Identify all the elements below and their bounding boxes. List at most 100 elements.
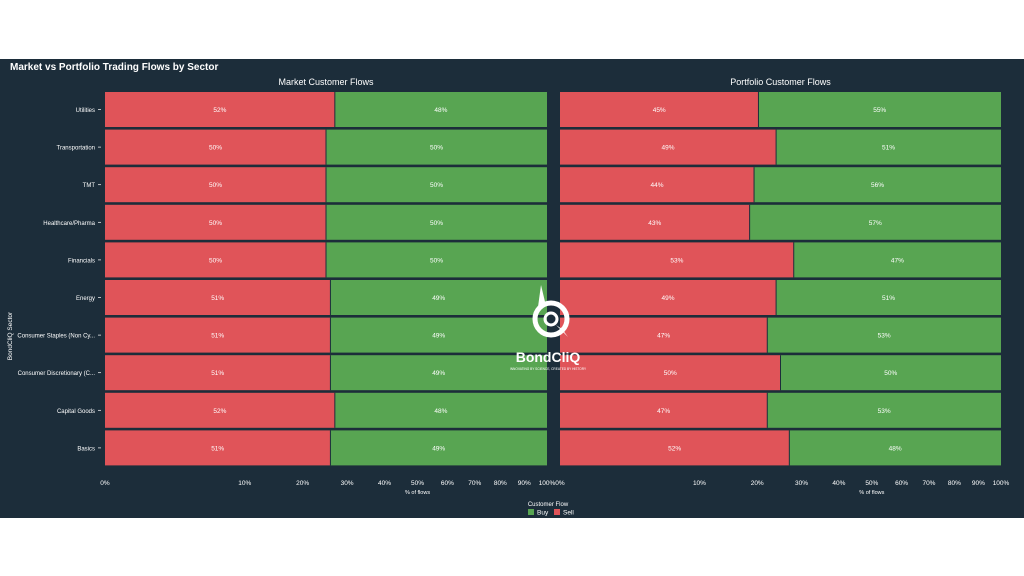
- market-flows-chart: Market Customer Flows 52% 48% Utilities 50% 5…: [17, 77, 555, 496]
- portfolio-bar-sell: [560, 129, 777, 165]
- market-bar-buy: [330, 430, 547, 466]
- market-bar-buy: [326, 129, 547, 165]
- market-bar-buy: [334, 392, 547, 428]
- portfolio-x-tick-label: 0%: [555, 480, 565, 487]
- y-tick-label: TMT: [83, 183, 96, 189]
- portfolio-data-label-buy: 48%: [889, 445, 902, 452]
- portfolio-data-label-sell: 52%: [668, 445, 681, 452]
- market-x-tick-label: 20%: [296, 480, 309, 487]
- portfolio-data-label-sell: 50%: [664, 370, 677, 377]
- portfolio-bar-sell: [560, 92, 759, 127]
- market-x-tick-label: 80%: [494, 480, 507, 487]
- bondcliq-logo-watermark: BondCliQ INNOVATING BY SCIENCE, CREATED …: [510, 285, 587, 371]
- portfolio-bar-sell: [560, 242, 794, 278]
- market-x-tick-label: 100%: [539, 480, 556, 487]
- portfolio-x-tick-label: 30%: [795, 480, 808, 487]
- portfolio-bar-sell: [560, 392, 768, 428]
- market-data-label-buy: 49%: [432, 295, 445, 302]
- portfolio-data-label-buy: 50%: [884, 370, 897, 377]
- market-data-label-sell: 52%: [213, 408, 226, 415]
- market-data-label-buy: 50%: [430, 145, 443, 152]
- legend-label-buy: Buy: [537, 510, 549, 517]
- market-bar-sell: [105, 355, 331, 391]
- portfolio-bar-sell: [560, 280, 777, 315]
- portfolio-data-label-buy: 57%: [869, 220, 882, 227]
- market-x-axis-title: % of flows: [405, 490, 430, 496]
- market-bar-buy: [330, 317, 547, 353]
- market-data-label-buy: 49%: [432, 370, 445, 377]
- portfolio-bar-sell: [560, 204, 750, 240]
- market-data-label-sell: 51%: [211, 333, 224, 340]
- portfolio-data-label-sell: 49%: [662, 295, 675, 302]
- portfolio-x-tick-label: 10%: [693, 480, 706, 487]
- market-bar-buy: [334, 92, 547, 127]
- y-tick-label: Financials: [68, 258, 95, 264]
- market-bar-sell: [105, 242, 326, 278]
- legend-swatch-buy: [528, 509, 534, 515]
- portfolio-data-label-sell: 44%: [651, 182, 664, 189]
- legend-label-sell: Sell: [563, 510, 574, 517]
- market-bar-sell: [105, 167, 326, 203]
- market-bar-sell: [105, 129, 326, 165]
- market-data-label-buy: 48%: [434, 408, 447, 415]
- portfolio-data-label-buy: 51%: [882, 145, 895, 152]
- market-data-label-sell: 50%: [209, 220, 222, 227]
- portfolio-bar-sell: [560, 317, 768, 353]
- market-data-label-buy: 49%: [432, 445, 445, 452]
- portfolio-data-label-sell: 43%: [648, 220, 661, 227]
- portfolio-data-label-sell: 47%: [657, 333, 670, 340]
- portfolio-x-tick-label: 40%: [832, 480, 845, 487]
- market-x-tick-label: 40%: [378, 480, 391, 487]
- market-x-tick-label: 0%: [100, 480, 110, 487]
- market-bar-buy: [330, 355, 547, 391]
- portfolio-x-tick-label: 60%: [895, 480, 908, 487]
- market-data-label-buy: 50%: [430, 257, 443, 264]
- portfolio-bar-buy: [758, 92, 1001, 127]
- portfolio-data-label-buy: 47%: [891, 257, 904, 264]
- portfolio-data-label-buy: 53%: [878, 408, 891, 415]
- portfolio-bar-buy: [754, 167, 1001, 203]
- market-data-label-buy: 49%: [432, 333, 445, 340]
- legend-title: Customer Flow: [528, 502, 569, 508]
- portfolio-flows-chart: Portfolio Customer Flows 45% 55% 49% 51% 44% 5…: [555, 77, 1009, 496]
- market-x-tick-label: 90%: [518, 480, 531, 487]
- y-tick-label: Basics: [77, 446, 95, 452]
- portfolio-chart-title: Portfolio Customer Flows: [730, 77, 831, 87]
- portfolio-bar-buy: [793, 242, 1001, 278]
- y-tick-label: Consumer Discretionary (C...: [18, 371, 96, 377]
- market-bar-sell: [105, 392, 335, 428]
- market-x-tick-label: 10%: [238, 480, 251, 487]
- y-tick-label: Utilities: [76, 108, 95, 114]
- portfolio-x-tick-label: 100%: [993, 480, 1010, 487]
- chart-title: Market vs Portfolio Trading Flows by Sec…: [10, 62, 218, 73]
- portfolio-bar-buy: [776, 129, 1001, 165]
- portfolio-x-tick-label: 80%: [948, 480, 961, 487]
- portfolio-data-label-sell: 45%: [653, 107, 666, 114]
- portfolio-bar-sell: [560, 167, 755, 203]
- portfolio-data-label-buy: 53%: [878, 333, 891, 340]
- portfolio-data-label-buy: 55%: [873, 107, 886, 114]
- market-bar-sell: [105, 92, 335, 127]
- y-tick-label: Transportation: [57, 146, 95, 152]
- market-bar-buy: [326, 242, 547, 278]
- portfolio-data-label-sell: 53%: [670, 257, 683, 264]
- legend-swatch-sell: [554, 509, 560, 515]
- portfolio-bar-sell: [560, 430, 790, 466]
- portfolio-x-tick-label: 20%: [751, 480, 764, 487]
- market-data-label-sell: 50%: [209, 182, 222, 189]
- portfolio-bar-buy: [789, 430, 1001, 466]
- y-tick-label: Capital Goods: [57, 409, 95, 415]
- market-data-label-sell: 52%: [213, 107, 226, 114]
- portfolio-data-label-sell: 49%: [662, 145, 675, 152]
- bondcliq-logo-tagline: INNOVATING BY SCIENCE, CREATED BY HISTOR…: [510, 367, 587, 371]
- portfolio-bar-buy: [749, 204, 1001, 240]
- market-x-tick-label: 30%: [341, 480, 354, 487]
- market-data-label-sell: 51%: [211, 370, 224, 377]
- bondcliq-logo-icon: [532, 285, 570, 338]
- y-tick-label: Consumer Staples (Non Cy...: [17, 334, 95, 340]
- market-bar-buy: [326, 167, 547, 203]
- market-data-label-buy: 50%: [430, 220, 443, 227]
- legend: Customer Flow Buy Sell: [528, 502, 575, 517]
- chart-panel: Market vs Portfolio Trading Flows by Sec…: [0, 59, 1024, 518]
- portfolio-bar-sell: [560, 355, 781, 391]
